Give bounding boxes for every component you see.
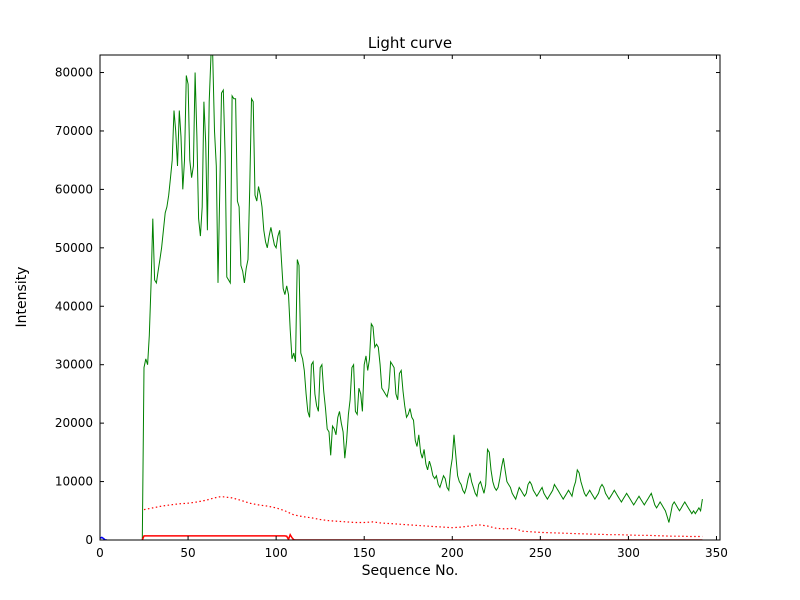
- y-tick-label: 70000: [55, 124, 93, 138]
- x-tick-label: 250: [529, 546, 552, 560]
- x-tick-label: 150: [353, 546, 376, 560]
- series-start-marker: [100, 536, 107, 540]
- series-baseline-solid: [141, 532, 703, 540]
- y-tick-label: 80000: [55, 66, 93, 80]
- x-tick-label: 300: [617, 546, 640, 560]
- x-tick-label: 100: [265, 546, 288, 560]
- x-tick-label: 350: [705, 546, 728, 560]
- x-axis-label: Sequence No.: [361, 563, 459, 579]
- y-tick-label: 30000: [55, 358, 93, 372]
- plot-frame: [99, 54, 721, 541]
- x-tick-label: 200: [441, 546, 464, 560]
- y-tick-label: 10000: [55, 475, 93, 489]
- y-tick-label: 60000: [55, 182, 93, 196]
- chart-title: Light curve: [367, 34, 453, 52]
- y-tick-label: 50000: [55, 241, 93, 255]
- y-tick-label: 20000: [55, 416, 93, 430]
- y-tick-label: 40000: [55, 299, 93, 313]
- x-tick-label: 50: [180, 546, 195, 560]
- series-main-intensity: [141, 55, 703, 540]
- x-tick-label: 0: [96, 546, 104, 560]
- y-axis-label: Intensity: [14, 266, 30, 328]
- y-tick-label: 0: [85, 533, 93, 547]
- series-background-dotted: [143, 496, 703, 538]
